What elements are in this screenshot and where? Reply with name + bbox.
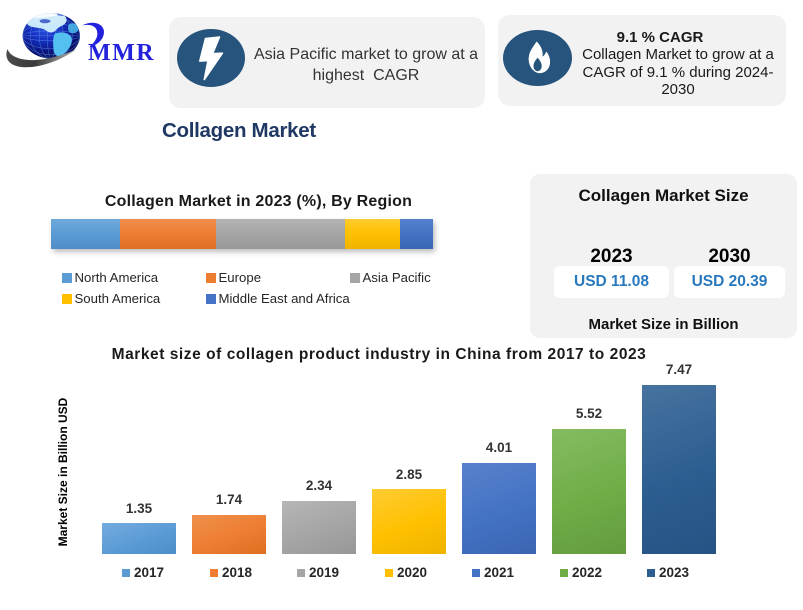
svg-text:MMR: MMR [88,40,155,66]
